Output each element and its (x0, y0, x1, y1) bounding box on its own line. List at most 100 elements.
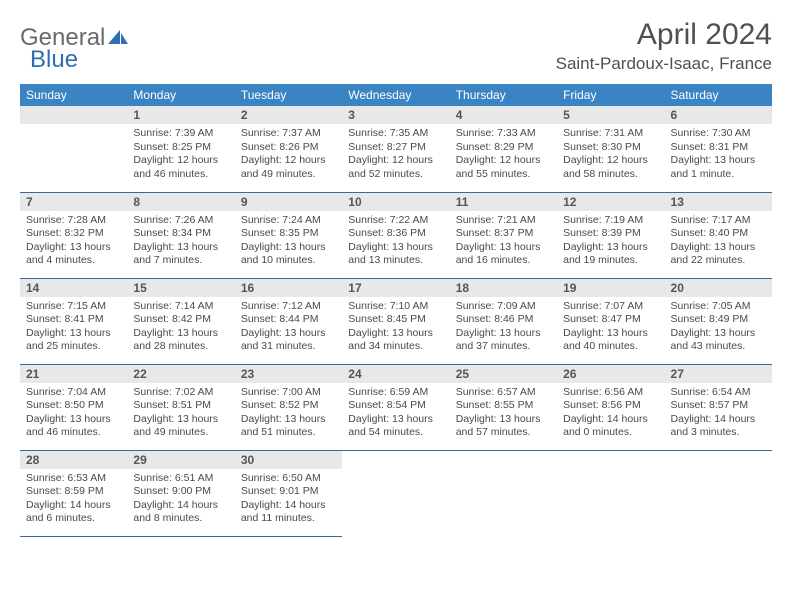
day-number: 1 (127, 106, 234, 124)
daylight2-text: and 49 minutes. (241, 168, 336, 182)
calendar-header-row: SundayMondayTuesdayWednesdayThursdayFrid… (20, 84, 772, 106)
calendar-cell: 13Sunrise: 7:17 AMSunset: 8:40 PMDayligh… (665, 192, 772, 278)
cell-body: Sunrise: 7:10 AMSunset: 8:45 PMDaylight:… (342, 297, 449, 359)
daylight1-text: Daylight: 13 hours (456, 241, 551, 255)
daylight2-text: and 37 minutes. (456, 340, 551, 354)
daylight2-text: and 43 minutes. (671, 340, 766, 354)
daylight1-text: Daylight: 13 hours (241, 413, 336, 427)
calendar-cell: 17Sunrise: 7:10 AMSunset: 8:45 PMDayligh… (342, 278, 449, 364)
sunrise-text: Sunrise: 6:51 AM (133, 472, 228, 486)
calendar-cell: 22Sunrise: 7:02 AMSunset: 8:51 PMDayligh… (127, 364, 234, 450)
sunset-text: Sunset: 8:46 PM (456, 313, 551, 327)
weekday-header: Wednesday (342, 84, 449, 106)
calendar-table: SundayMondayTuesdayWednesdayThursdayFrid… (20, 84, 772, 537)
sunset-text: Sunset: 8:40 PM (671, 227, 766, 241)
calendar-cell: 14Sunrise: 7:15 AMSunset: 8:41 PMDayligh… (20, 278, 127, 364)
cell-body: Sunrise: 7:15 AMSunset: 8:41 PMDaylight:… (20, 297, 127, 359)
sunset-text: Sunset: 8:57 PM (671, 399, 766, 413)
calendar-cell: 21Sunrise: 7:04 AMSunset: 8:50 PMDayligh… (20, 364, 127, 450)
day-number: 4 (450, 106, 557, 124)
sunset-text: Sunset: 8:59 PM (26, 485, 121, 499)
daylight2-text: and 55 minutes. (456, 168, 551, 182)
sunrise-text: Sunrise: 7:39 AM (133, 127, 228, 141)
daylight1-text: Daylight: 12 hours (241, 154, 336, 168)
day-number: 12 (557, 193, 664, 211)
sunset-text: Sunset: 8:26 PM (241, 141, 336, 155)
calendar-cell: 29Sunrise: 6:51 AMSunset: 9:00 PMDayligh… (127, 450, 234, 536)
calendar-cell (450, 450, 557, 536)
sunset-text: Sunset: 8:42 PM (133, 313, 228, 327)
day-number: 13 (665, 193, 772, 211)
sunrise-text: Sunrise: 7:30 AM (671, 127, 766, 141)
sunrise-text: Sunrise: 7:17 AM (671, 214, 766, 228)
sunset-text: Sunset: 8:55 PM (456, 399, 551, 413)
cell-body: Sunrise: 7:09 AMSunset: 8:46 PMDaylight:… (450, 297, 557, 359)
daylight1-text: Daylight: 13 hours (133, 327, 228, 341)
daylight1-text: Daylight: 12 hours (133, 154, 228, 168)
daylight2-text: and 54 minutes. (348, 426, 443, 440)
sunset-text: Sunset: 9:01 PM (241, 485, 336, 499)
daylight1-text: Daylight: 13 hours (26, 327, 121, 341)
calendar-cell: 6Sunrise: 7:30 AMSunset: 8:31 PMDaylight… (665, 106, 772, 192)
weekday-header: Thursday (450, 84, 557, 106)
sunrise-text: Sunrise: 7:31 AM (563, 127, 658, 141)
sunrise-text: Sunrise: 6:59 AM (348, 386, 443, 400)
sunrise-text: Sunrise: 7:28 AM (26, 214, 121, 228)
daylight2-text: and 51 minutes. (241, 426, 336, 440)
calendar-cell: 28Sunrise: 6:53 AMSunset: 8:59 PMDayligh… (20, 450, 127, 536)
daylight2-text: and 46 minutes. (26, 426, 121, 440)
sunset-text: Sunset: 8:36 PM (348, 227, 443, 241)
cell-body: Sunrise: 6:50 AMSunset: 9:01 PMDaylight:… (235, 469, 342, 531)
sunset-text: Sunset: 8:41 PM (26, 313, 121, 327)
daylight1-text: Daylight: 13 hours (26, 413, 121, 427)
daylight1-text: Daylight: 13 hours (456, 413, 551, 427)
daylight1-text: Daylight: 12 hours (456, 154, 551, 168)
daylight2-text: and 11 minutes. (241, 512, 336, 526)
calendar-week-row: 7Sunrise: 7:28 AMSunset: 8:32 PMDaylight… (20, 192, 772, 278)
daylight1-text: Daylight: 13 hours (133, 241, 228, 255)
daylight2-text: and 57 minutes. (456, 426, 551, 440)
calendar-cell: 25Sunrise: 6:57 AMSunset: 8:55 PMDayligh… (450, 364, 557, 450)
sunset-text: Sunset: 8:56 PM (563, 399, 658, 413)
cell-body: Sunrise: 7:26 AMSunset: 8:34 PMDaylight:… (127, 211, 234, 273)
sunrise-text: Sunrise: 7:15 AM (26, 300, 121, 314)
sunset-text: Sunset: 8:29 PM (456, 141, 551, 155)
cell-body: Sunrise: 7:17 AMSunset: 8:40 PMDaylight:… (665, 211, 772, 273)
calendar-cell: 20Sunrise: 7:05 AMSunset: 8:49 PMDayligh… (665, 278, 772, 364)
day-number: 22 (127, 365, 234, 383)
sunrise-text: Sunrise: 6:53 AM (26, 472, 121, 486)
weekday-header: Friday (557, 84, 664, 106)
sunset-text: Sunset: 8:51 PM (133, 399, 228, 413)
cell-body: Sunrise: 7:28 AMSunset: 8:32 PMDaylight:… (20, 211, 127, 273)
calendar-cell: 3Sunrise: 7:35 AMSunset: 8:27 PMDaylight… (342, 106, 449, 192)
calendar-cell: 24Sunrise: 6:59 AMSunset: 8:54 PMDayligh… (342, 364, 449, 450)
sunrise-text: Sunrise: 7:07 AM (563, 300, 658, 314)
calendar-cell: 18Sunrise: 7:09 AMSunset: 8:46 PMDayligh… (450, 278, 557, 364)
cell-body: Sunrise: 7:19 AMSunset: 8:39 PMDaylight:… (557, 211, 664, 273)
day-number: 7 (20, 193, 127, 211)
day-number-empty (665, 451, 772, 469)
sunset-text: Sunset: 8:47 PM (563, 313, 658, 327)
title-block: April 2024 Saint-Pardoux-Isaac, France (556, 18, 772, 74)
cell-body: Sunrise: 7:05 AMSunset: 8:49 PMDaylight:… (665, 297, 772, 359)
logo-text-blue: Blue (30, 46, 78, 74)
sunrise-text: Sunrise: 7:37 AM (241, 127, 336, 141)
daylight2-text: and 22 minutes. (671, 254, 766, 268)
day-number: 18 (450, 279, 557, 297)
day-number: 28 (20, 451, 127, 469)
cell-body: Sunrise: 7:22 AMSunset: 8:36 PMDaylight:… (342, 211, 449, 273)
calendar-cell: 12Sunrise: 7:19 AMSunset: 8:39 PMDayligh… (557, 192, 664, 278)
cell-body: Sunrise: 7:00 AMSunset: 8:52 PMDaylight:… (235, 383, 342, 445)
sunrise-text: Sunrise: 7:02 AM (133, 386, 228, 400)
sunrise-text: Sunrise: 7:12 AM (241, 300, 336, 314)
daylight2-text: and 46 minutes. (133, 168, 228, 182)
sunset-text: Sunset: 8:50 PM (26, 399, 121, 413)
logo-sail-icon (107, 29, 129, 47)
sunrise-text: Sunrise: 7:33 AM (456, 127, 551, 141)
cell-body: Sunrise: 7:37 AMSunset: 8:26 PMDaylight:… (235, 124, 342, 186)
day-number: 5 (557, 106, 664, 124)
sunrise-text: Sunrise: 6:50 AM (241, 472, 336, 486)
calendar-cell: 30Sunrise: 6:50 AMSunset: 9:01 PMDayligh… (235, 450, 342, 536)
day-number: 8 (127, 193, 234, 211)
daylight2-text: and 4 minutes. (26, 254, 121, 268)
